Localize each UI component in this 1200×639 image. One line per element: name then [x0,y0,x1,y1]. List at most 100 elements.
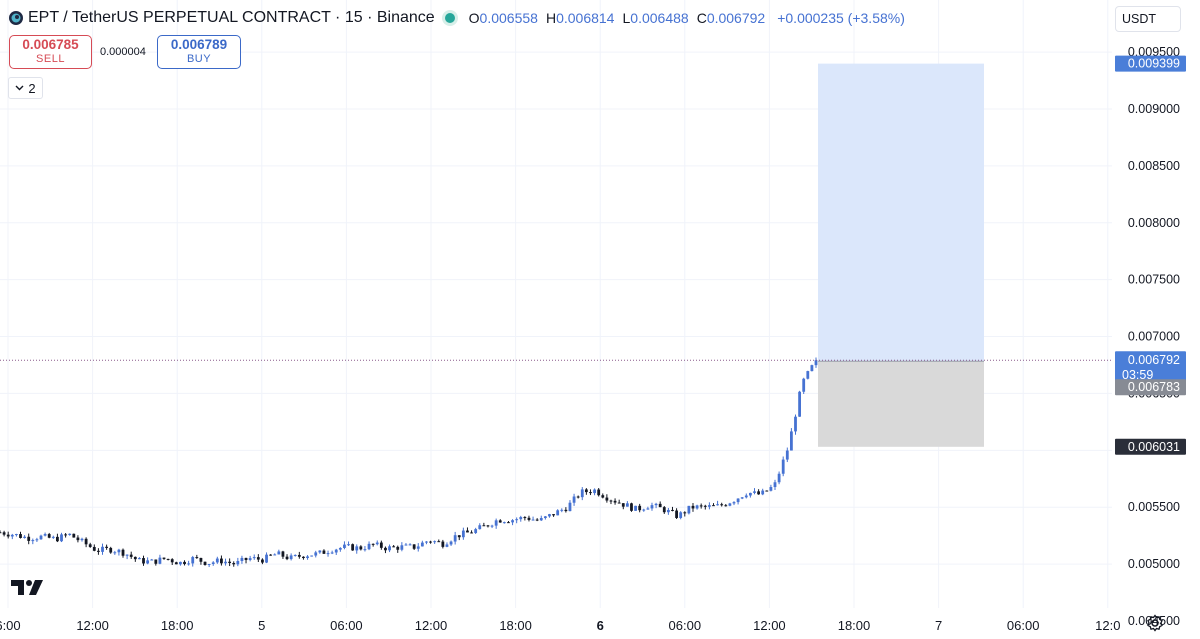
target-zone[interactable] [818,63,984,362]
candle-body [425,541,428,543]
candle-body [736,498,740,503]
candle-body [765,490,769,492]
candle-body [625,503,629,507]
ohlc-values: O0.006558 H0.006814 L0.006488 C0.006792 … [469,10,905,26]
price-axis[interactable]: 0.0045000.0050000.0055000.0060000.006500… [1112,0,1200,628]
position-zones[interactable] [818,63,984,447]
candle-body [256,557,260,560]
candle-body [576,496,580,498]
candle-body [35,539,39,541]
candle-body [789,431,793,451]
candle-body [724,505,728,507]
candle-body [802,378,806,392]
candle-body [761,490,765,495]
candle-body [449,541,453,545]
candle-body [498,520,502,523]
candle-body [589,492,592,494]
candle-body [441,541,445,547]
time-tick-label: 18:00 [499,618,532,633]
candlestick-series [0,357,818,568]
candle-body [318,550,322,553]
gear-icon[interactable] [1146,614,1164,632]
candle-body [388,546,391,551]
candle-body [777,473,781,483]
candle-body [347,544,350,546]
change-value: +0.000235 (+3.58%) [777,10,905,26]
candle-body [740,497,744,499]
candle-body [88,544,92,547]
candle-body [64,534,68,536]
candle-body [310,555,314,557]
candle-body [285,556,289,560]
ept-coin-icon [9,11,23,25]
entry-price-badge-bg [1115,379,1186,396]
candle-body [56,536,59,542]
candle-body [174,562,178,565]
time-axis-background[interactable] [0,608,1112,639]
candle-body [121,549,125,556]
sell-button[interactable]: 0.006785 SELL [9,35,92,69]
candle-body [404,544,408,546]
candle-body [326,553,330,555]
candle-body [593,489,596,494]
candle-body [408,544,412,546]
candle-body [560,509,564,511]
candle-body [273,554,277,556]
candle-body [113,552,117,554]
time-axis[interactable]: 6:00 12:00 18:00 5 06:00 12:00 18:00 6 06:00 12:0… [0,608,1120,639]
candle-body [10,534,14,537]
candle-body [125,554,129,556]
candle-body [494,520,498,526]
candle-body [211,562,215,565]
candle-body [658,503,662,508]
candle-body [601,495,605,498]
currency-selector[interactable]: USDT [1115,6,1181,32]
last-price-badge-bg [1115,351,1186,384]
candle-body [748,492,752,496]
stop-price-badge: 0.006031 [1128,440,1180,454]
candle-body [133,556,137,560]
price-axis-background[interactable] [1112,0,1200,608]
bar-countdown: 03:59 [1122,368,1153,382]
symbol-title[interactable]: EPT / TetherUS PERPETUAL CONTRACT · 15 ·… [28,9,435,26]
candle-body [228,561,232,564]
candle-body [109,547,113,553]
candle-body [732,502,736,504]
candle-body [699,505,703,507]
candle-body [642,509,646,511]
buy-button[interactable]: 0.006789 BUY [157,35,241,69]
candle-body [269,554,273,556]
candle-body [679,512,683,518]
candle-body [2,532,6,535]
candle-body [183,561,186,565]
candle-body [687,505,691,514]
tradingview-logo[interactable] [11,578,45,596]
price-tick-label: 0.007000 [1128,330,1180,344]
candle-body [457,535,461,538]
candle-body [806,371,810,379]
candle-body [302,556,305,559]
candle-body [707,505,711,507]
candle-body [666,509,670,513]
indicators-toggle-button[interactable]: 2 [8,77,43,99]
candle-body [539,518,543,521]
candle-body [531,519,535,521]
candle-body [543,516,547,519]
buy-price: 0.006789 [170,37,228,52]
candle-body [695,505,699,509]
target-price-badge-bg [1115,55,1186,72]
buy-label: BUY [186,53,212,65]
candle-body [433,541,437,543]
candle-body [39,535,43,540]
time-tick-label: 18:00 [161,618,194,633]
low-value: 0.006488 [630,10,689,26]
stop-zone[interactable] [818,361,984,447]
candle-body [252,557,256,559]
candle-body [605,497,609,501]
candle-body [597,489,601,496]
candle-body [367,543,371,550]
candle-body [191,557,195,564]
time-tick-label: 7 [935,618,942,633]
candle-body [0,532,2,534]
